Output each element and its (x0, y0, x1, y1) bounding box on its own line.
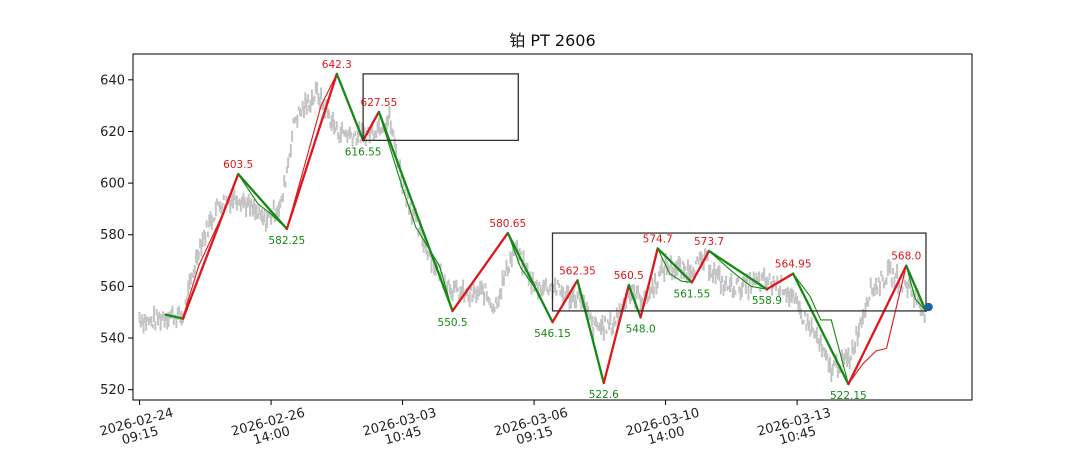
stroke-segment (164, 313, 185, 320)
low-label: 522.6 (589, 389, 619, 401)
y-tick-label: 600 (100, 177, 125, 192)
stroke-layer (164, 72, 928, 386)
stroke-segment (690, 249, 711, 284)
sub-stroke-line (905, 265, 927, 312)
chart-title: 铂 PT 2606 (509, 31, 595, 50)
stroke-segment (639, 247, 659, 319)
y-tick-label: 520 (100, 383, 125, 398)
x-axis: 2026-02-2409:15 2026-02-2614:00 2026-03-03… (98, 400, 836, 450)
low-label: 561.55 (674, 288, 711, 300)
low-label: 550.5 (438, 317, 468, 329)
stroke-segment (335, 72, 365, 142)
sub-stroke-line (657, 248, 692, 283)
stroke-segment (377, 110, 454, 313)
high-label: 603.5 (223, 159, 253, 171)
sub-stroke-layer (182, 73, 927, 385)
sub-stroke-line (792, 273, 849, 385)
y-tick-label: 540 (100, 332, 125, 347)
stroke-segment (237, 172, 289, 231)
sub-stroke-line (847, 265, 907, 385)
x-tick-label: 2026-03-1014:00 (624, 406, 704, 450)
stroke-segment (847, 264, 908, 386)
high-label: 562.35 (559, 265, 596, 277)
x-tick-label: 2026-02-2409:15 (98, 406, 178, 450)
high-label: 564.95 (775, 259, 812, 271)
stroke-segment (451, 231, 509, 313)
x-tick-label: 2026-03-0609:15 (493, 406, 573, 450)
y-tick-label: 580 (100, 228, 125, 243)
stroke-segment (656, 247, 694, 284)
stroke-segment (551, 279, 579, 324)
peak-label-layer: 603.5 582.25 642.3 616.55 627.55 550.5 580.65 5… (223, 59, 921, 402)
price-bars-layer (138, 81, 926, 382)
sub-stroke-line (286, 73, 338, 230)
last-price-marker (924, 302, 933, 312)
end-marker-layer (924, 302, 933, 312)
y-axis: 520 540 560 580 600 620 640 (100, 73, 133, 398)
stroke-segment (905, 264, 928, 313)
low-label: 522.15 (830, 390, 867, 402)
stroke-segment (361, 110, 381, 142)
y-tick-label: 560 (100, 280, 125, 295)
x-tick-label: 2026-02-2614:00 (230, 406, 310, 450)
zone-box (362, 73, 519, 142)
x-tick-label: 2026-03-0310:45 (361, 406, 441, 450)
low-label: 546.15 (534, 328, 571, 340)
low-label: 558.9 (752, 295, 782, 307)
x-tick-label: 2026-03-1310:45 (756, 406, 836, 450)
y-tick-label: 640 (100, 73, 125, 88)
stroke-segment (506, 231, 554, 324)
stroke-segment (707, 249, 769, 291)
stroke-segment (181, 172, 240, 320)
high-label: 574.7 (643, 233, 673, 245)
low-label: 582.25 (268, 235, 305, 247)
stroke-segment (627, 283, 642, 319)
low-label: 616.55 (345, 146, 382, 158)
high-label: 642.3 (322, 59, 352, 71)
sub-stroke-line (708, 250, 767, 290)
zone-box-layer (362, 73, 927, 312)
stroke-segment (792, 272, 850, 386)
high-label: 580.65 (489, 218, 526, 230)
high-label: 627.55 (361, 97, 398, 109)
plot-frame (132, 53, 973, 401)
high-label: 560.5 (614, 270, 644, 282)
stroke-segment (765, 272, 795, 291)
sub-stroke-line (378, 111, 454, 312)
stroke-segment (576, 279, 605, 385)
low-label: 548.0 (626, 323, 656, 335)
y-tick-label: 620 (100, 125, 125, 140)
zone-box (551, 232, 927, 312)
stroke-segment (602, 283, 630, 385)
high-label: 568.0 (891, 251, 921, 263)
stroke-segment (285, 72, 338, 231)
high-label: 573.7 (694, 236, 724, 248)
